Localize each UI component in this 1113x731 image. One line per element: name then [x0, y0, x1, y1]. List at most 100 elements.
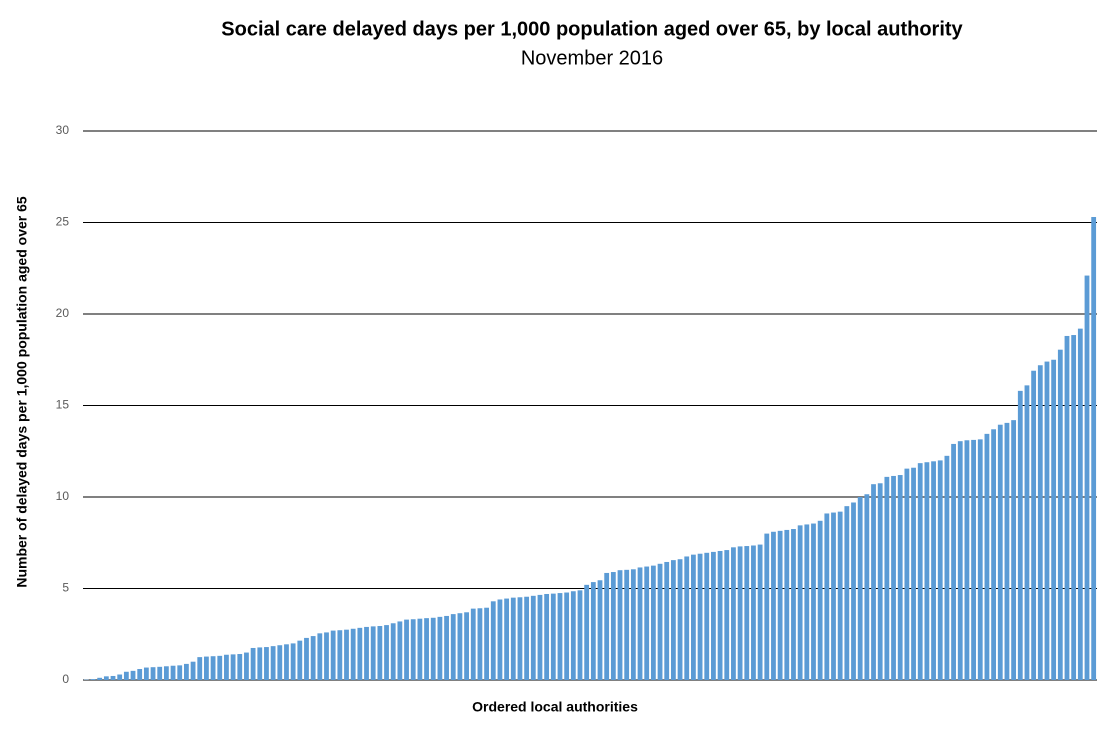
bar: [784, 529, 790, 680]
chart-title: Social care delayed days per 1,000 popul…: [221, 18, 963, 40]
bar: [844, 506, 850, 680]
bar: [290, 643, 296, 680]
bar: [1091, 217, 1097, 680]
bar: [177, 665, 183, 680]
bar: [163, 666, 169, 680]
bar: [143, 667, 149, 680]
bar: [477, 608, 483, 680]
bar: [911, 467, 916, 680]
bar: [90, 679, 96, 680]
bar: [837, 511, 843, 680]
bar: [337, 630, 343, 680]
bar: [384, 625, 389, 680]
bar: [1064, 335, 1070, 680]
bar: [130, 670, 136, 680]
bar: [157, 666, 163, 680]
bar: [711, 551, 716, 680]
bar: [657, 563, 663, 680]
bar: [577, 590, 583, 680]
bar: [404, 619, 409, 680]
bar: [864, 494, 870, 680]
bar: [564, 592, 570, 680]
bar: [544, 593, 550, 680]
bar: [637, 567, 643, 680]
bar: [931, 461, 936, 680]
bar: [670, 560, 676, 680]
bar: [497, 599, 503, 680]
bar: [717, 550, 723, 680]
bar: [937, 460, 943, 680]
bar: [777, 530, 783, 680]
bar: [444, 615, 449, 680]
bar: [650, 565, 656, 680]
bar: [877, 483, 883, 680]
bar: [350, 628, 356, 680]
bar: [557, 593, 563, 680]
bar: [357, 627, 363, 680]
bar: [490, 601, 496, 680]
bar: [390, 623, 396, 680]
bar: [123, 671, 129, 680]
bar: [731, 547, 736, 680]
bar: [1031, 370, 1037, 680]
bar: [97, 677, 103, 680]
bar: [797, 525, 803, 680]
bar: [1057, 349, 1063, 680]
bar: [250, 647, 256, 680]
bar: [817, 520, 823, 680]
bar: [904, 468, 910, 680]
bar: [110, 675, 116, 680]
bar: [924, 462, 930, 680]
bar: [277, 645, 283, 680]
bar: [584, 584, 590, 680]
bar: [891, 475, 896, 680]
bar: [570, 591, 576, 680]
bar: [317, 633, 323, 680]
bar: [917, 463, 923, 680]
bar: [183, 663, 189, 680]
chart-subtitle: November 2016: [521, 47, 663, 69]
y-tick-label: 10: [56, 489, 70, 503]
bar: [103, 676, 109, 680]
bar: [857, 497, 863, 680]
bar: [470, 608, 476, 680]
bar: [1077, 328, 1083, 680]
bar: [684, 556, 690, 680]
bar: [590, 582, 596, 680]
bar: [757, 544, 763, 680]
bar: [410, 619, 416, 680]
bar: [464, 612, 469, 680]
bar: [944, 455, 950, 680]
bar: [984, 433, 990, 680]
bar: [971, 439, 976, 680]
bar: [330, 630, 336, 680]
bar: [991, 429, 997, 680]
bar: [237, 654, 243, 680]
bar: [257, 647, 263, 680]
bar: [190, 661, 196, 680]
bar: [624, 569, 630, 680]
bar: [304, 637, 309, 680]
bar: [1071, 335, 1077, 680]
bar: [664, 561, 670, 680]
bar: [791, 529, 796, 680]
bar: [510, 597, 516, 680]
bar: [230, 654, 236, 680]
bar: [170, 665, 176, 680]
bar: [504, 598, 510, 680]
bar: [951, 443, 956, 680]
bar: [284, 644, 289, 680]
bar: [597, 580, 603, 680]
bar: [751, 545, 756, 680]
bar: [204, 656, 209, 680]
bar: [1084, 275, 1090, 680]
bar: [397, 621, 403, 680]
bar: [1051, 359, 1057, 680]
y-tick-label: 15: [56, 398, 70, 412]
bar: [270, 646, 276, 680]
bar: [1037, 365, 1043, 680]
y-tick-label: 5: [62, 581, 69, 595]
bar: [224, 654, 229, 680]
bar: [297, 640, 303, 680]
bar: [704, 552, 710, 680]
